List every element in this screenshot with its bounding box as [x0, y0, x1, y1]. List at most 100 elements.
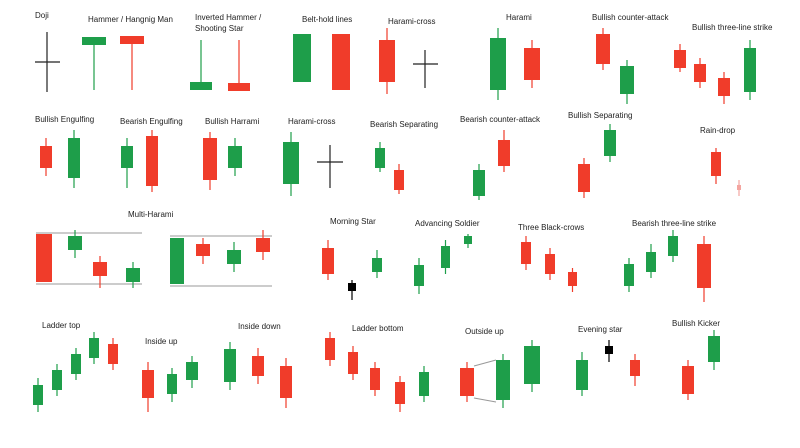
candle-body: [126, 268, 140, 282]
candle-body: [36, 234, 52, 282]
candle-body: [441, 246, 450, 268]
candle-body: [146, 136, 158, 186]
guide-line: [473, 397, 497, 403]
candle-body: [68, 236, 82, 250]
candle-body: [332, 34, 350, 90]
candle-body: [120, 36, 144, 44]
candle-body: [708, 336, 720, 362]
pattern-label: Inverted Hammer /: [195, 13, 262, 22]
candle-body: [186, 362, 198, 380]
pattern-label: Three Black-crows: [518, 223, 584, 232]
candle-body: [744, 48, 756, 92]
candle-body: [71, 354, 81, 374]
candle-body: [630, 360, 640, 376]
candle-body: [370, 368, 380, 390]
pattern-label: Bullish Engulfing: [35, 115, 94, 124]
pattern-label: Harami-cross: [288, 117, 336, 126]
pattern-label: Bullish Kicker: [672, 319, 720, 328]
pattern-label: Evening star: [578, 325, 623, 334]
candle-body: [576, 360, 588, 390]
candle-body: [694, 64, 706, 82]
candle-body: [620, 66, 634, 94]
candle-body: [375, 148, 385, 168]
candle-body: [395, 382, 405, 404]
pattern-label: Inside up: [145, 337, 178, 346]
candle-body: [322, 248, 334, 274]
candle-body: [674, 50, 686, 68]
pattern-label: Shooting Star: [195, 24, 244, 33]
pattern-label: Bullish three-line strike: [692, 23, 773, 32]
pattern-label: Bearish counter-attack: [460, 115, 541, 124]
candle-body: [108, 344, 118, 364]
pattern-label: Ladder top: [42, 321, 81, 330]
candle-body: [167, 374, 177, 394]
candle-body: [52, 370, 62, 390]
pattern-label: Multi-Harami: [128, 210, 174, 219]
candle-body: [498, 140, 510, 166]
pattern-label: Rain-drop: [700, 126, 736, 135]
candle-body: [578, 164, 590, 192]
candle-body: [228, 83, 250, 91]
candle-body: [283, 142, 299, 184]
candle-body: [460, 368, 474, 396]
pattern-label: Bullish counter-attack: [592, 13, 669, 22]
candle-body: [697, 244, 711, 288]
candle-body: [545, 254, 555, 274]
pattern-label: Ladder bottom: [352, 324, 404, 333]
candle-body: [490, 38, 506, 90]
pattern-label: Bearish three-line strike: [632, 219, 717, 228]
candle-body: [419, 372, 429, 396]
candle-body: [293, 34, 311, 82]
pattern-label: Harami: [506, 13, 532, 22]
candle-body: [82, 37, 106, 45]
candle-body: [348, 283, 356, 291]
candle-body: [737, 185, 741, 190]
candle-body: [521, 242, 531, 264]
candle-body: [203, 138, 217, 180]
candle-body: [170, 238, 184, 284]
candle-body: [142, 370, 154, 398]
candle-body: [379, 40, 395, 82]
candle-body: [196, 244, 210, 256]
pattern-label: Bullish Harrami: [205, 117, 259, 126]
candle-body: [496, 360, 510, 400]
candle-body: [348, 352, 358, 374]
candle-body: [624, 264, 634, 286]
candle-body: [93, 262, 107, 276]
pattern-label: Hammer / Hangnig Man: [88, 15, 173, 24]
candle-body: [524, 48, 540, 80]
candle-body: [252, 356, 264, 376]
candle-body: [224, 349, 236, 382]
candle-body: [40, 146, 52, 168]
candle-body: [596, 34, 610, 64]
candle-body: [646, 252, 656, 272]
candle-body: [605, 346, 613, 354]
pattern-label: Inside down: [238, 322, 281, 331]
candle-body: [372, 258, 382, 272]
candle-body: [89, 338, 99, 358]
candle-body: [190, 82, 212, 90]
candle-body: [668, 236, 678, 256]
candle-body: [256, 238, 270, 252]
candle-body: [682, 366, 694, 394]
guide-line: [473, 359, 497, 367]
candle-body: [604, 130, 616, 156]
candle-body: [394, 170, 404, 190]
candle-body: [414, 265, 424, 286]
candle-body: [524, 346, 540, 384]
pattern-label: Harami-cross: [388, 17, 436, 26]
candle-body: [228, 146, 242, 168]
candle-body: [68, 138, 80, 178]
candle-body: [718, 78, 730, 96]
candle-body: [33, 385, 43, 405]
candle-body: [121, 146, 133, 168]
pattern-label: Bullish Separating: [568, 111, 632, 120]
pattern-label: Bearish Engulfing: [120, 117, 183, 126]
candle-body: [464, 236, 472, 244]
candle-body: [473, 170, 485, 196]
candle-body: [280, 366, 292, 398]
pattern-label: Bearish Separating: [370, 120, 438, 129]
pattern-label: Morning Star: [330, 217, 376, 226]
candle-body: [325, 338, 335, 360]
